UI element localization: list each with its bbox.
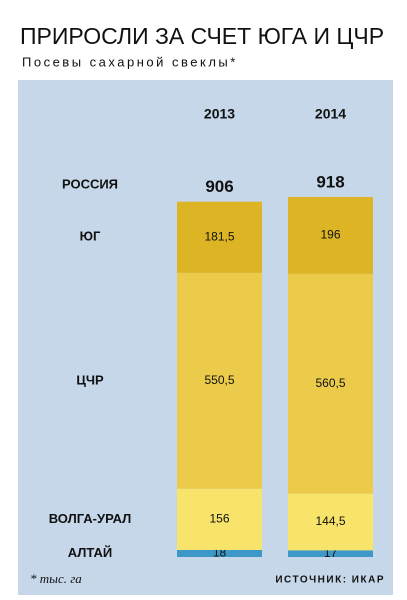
total-label: 906 [205,177,233,196]
row-label: ЦЧР [76,372,104,387]
value-label: 144,5 [315,514,345,528]
row-label: АЛТАЙ [68,545,113,560]
bar-segment [177,201,262,273]
bar-segment [177,549,262,557]
bar-segment [177,488,262,550]
bar-segment [288,550,373,557]
source: ИСТОЧНИК: ИКАР [275,575,385,586]
footnote: * тыс. га [30,571,82,586]
value-label: 560,5 [315,376,345,390]
chart-title: ПРИРОСЛИ ЗА СЧЕТ ЮГА И ЦЧР [20,23,384,49]
total-label: 918 [316,172,344,191]
value-label: 196 [320,228,340,242]
row-label: ЮГ [80,229,101,244]
total-label: РОССИЯ [62,176,118,191]
x-tick-label: 2014 [315,106,346,122]
row-label: ВОЛГА-УРАЛ [49,511,132,526]
value-label: 181,5 [204,229,234,243]
value-label: 156 [209,512,229,526]
value-label: 550,5 [204,373,234,387]
bar-segment [177,272,262,489]
bar-segment [288,273,373,494]
bar-segment [288,493,373,551]
bar-segment [288,197,373,274]
x-tick-label: 2013 [204,106,235,122]
chart-subtitle: Посевы сахарной свеклы* [22,54,238,69]
